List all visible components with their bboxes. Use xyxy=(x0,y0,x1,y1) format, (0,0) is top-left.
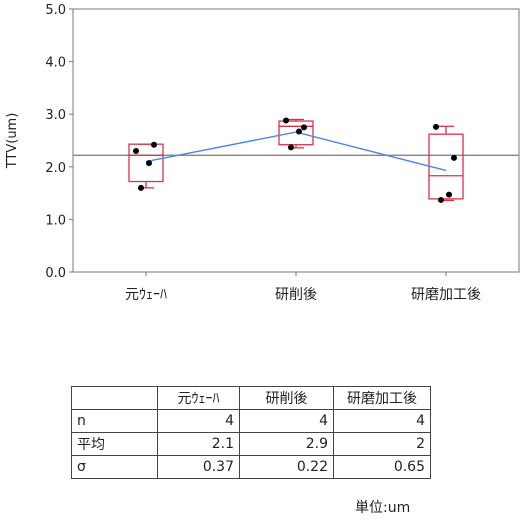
data-point xyxy=(151,141,157,148)
plot-frame xyxy=(72,8,520,273)
row-label: σ xyxy=(71,455,158,479)
point-group xyxy=(133,117,457,203)
y-tick-label: 4.0 xyxy=(45,56,66,71)
y-tick-label: 0.0 xyxy=(45,266,66,281)
stats-header-col3: 研磨加工後 xyxy=(333,386,431,410)
data-point xyxy=(283,117,289,124)
cell: 4 xyxy=(333,409,431,433)
cell: 4 xyxy=(239,409,334,433)
data-point xyxy=(288,144,294,151)
stats-header-col1: 元ｳｪｰﾊ xyxy=(157,386,240,410)
row-label: 平均 xyxy=(71,432,158,456)
data-point xyxy=(146,160,152,167)
box-plot-chart: 0.0 1.0 2.0 3.0 4.0 5.0 元ｳｪｰﾊ 研削後 研磨加工後 TTV(um) xyxy=(5,3,520,303)
cell: 4 xyxy=(157,409,240,433)
x-tick-label: 研磨加工後 xyxy=(411,287,481,303)
y-axis-ticks: 0.0 1.0 2.0 3.0 4.0 5.0 xyxy=(45,3,73,281)
data-point xyxy=(296,128,302,135)
y-axis-label: TTV(um) xyxy=(5,113,20,170)
cell: 0.37 xyxy=(157,455,240,479)
y-tick-label: 2.0 xyxy=(45,161,66,176)
data-point xyxy=(133,148,139,155)
x-tick-label: 元ｳｪｰﾊ xyxy=(125,287,167,303)
box-iqr xyxy=(278,120,314,146)
data-point xyxy=(433,123,439,130)
data-point xyxy=(446,191,452,198)
cell: 0.22 xyxy=(239,455,334,479)
stats-header-col2: 研削後 xyxy=(239,386,334,410)
cell: 0.65 xyxy=(333,455,431,479)
data-point xyxy=(438,196,444,203)
box-group xyxy=(128,118,464,202)
mean-line-group xyxy=(145,131,447,172)
data-point xyxy=(451,154,457,161)
data-point xyxy=(138,184,144,191)
stats-row-mean: 平均 2.1 2.9 2 xyxy=(71,432,431,456)
unit-label: 単位:um xyxy=(355,500,411,516)
stats-table: 元ｳｪｰﾊ 研削後 研磨加工後 n 4 4 4 平均 2.1 2.9 2 σ 0… xyxy=(71,386,431,479)
y-tick-label: 5.0 xyxy=(45,3,66,18)
x-tick-label: 研削後 xyxy=(275,287,317,303)
y-tick-label: 1.0 xyxy=(45,213,66,228)
x-axis-labels: 元ｳｪｰﾊ 研削後 研磨加工後 xyxy=(125,272,481,303)
box-iqr xyxy=(128,143,164,183)
row-label: n xyxy=(71,409,158,433)
stats-header-row: 元ｳｪｰﾊ 研削後 研磨加工後 xyxy=(71,386,431,410)
cell: 2 xyxy=(333,432,431,456)
y-tick-label: 3.0 xyxy=(45,108,66,123)
data-point xyxy=(301,124,307,131)
stats-header-blank xyxy=(71,386,158,410)
cell: 2.9 xyxy=(239,432,334,456)
mean-line xyxy=(145,131,447,172)
stats-row-n: n 4 4 4 xyxy=(71,409,431,433)
stats-row-sigma: σ 0.37 0.22 0.65 xyxy=(71,455,431,479)
cell: 2.1 xyxy=(157,432,240,456)
